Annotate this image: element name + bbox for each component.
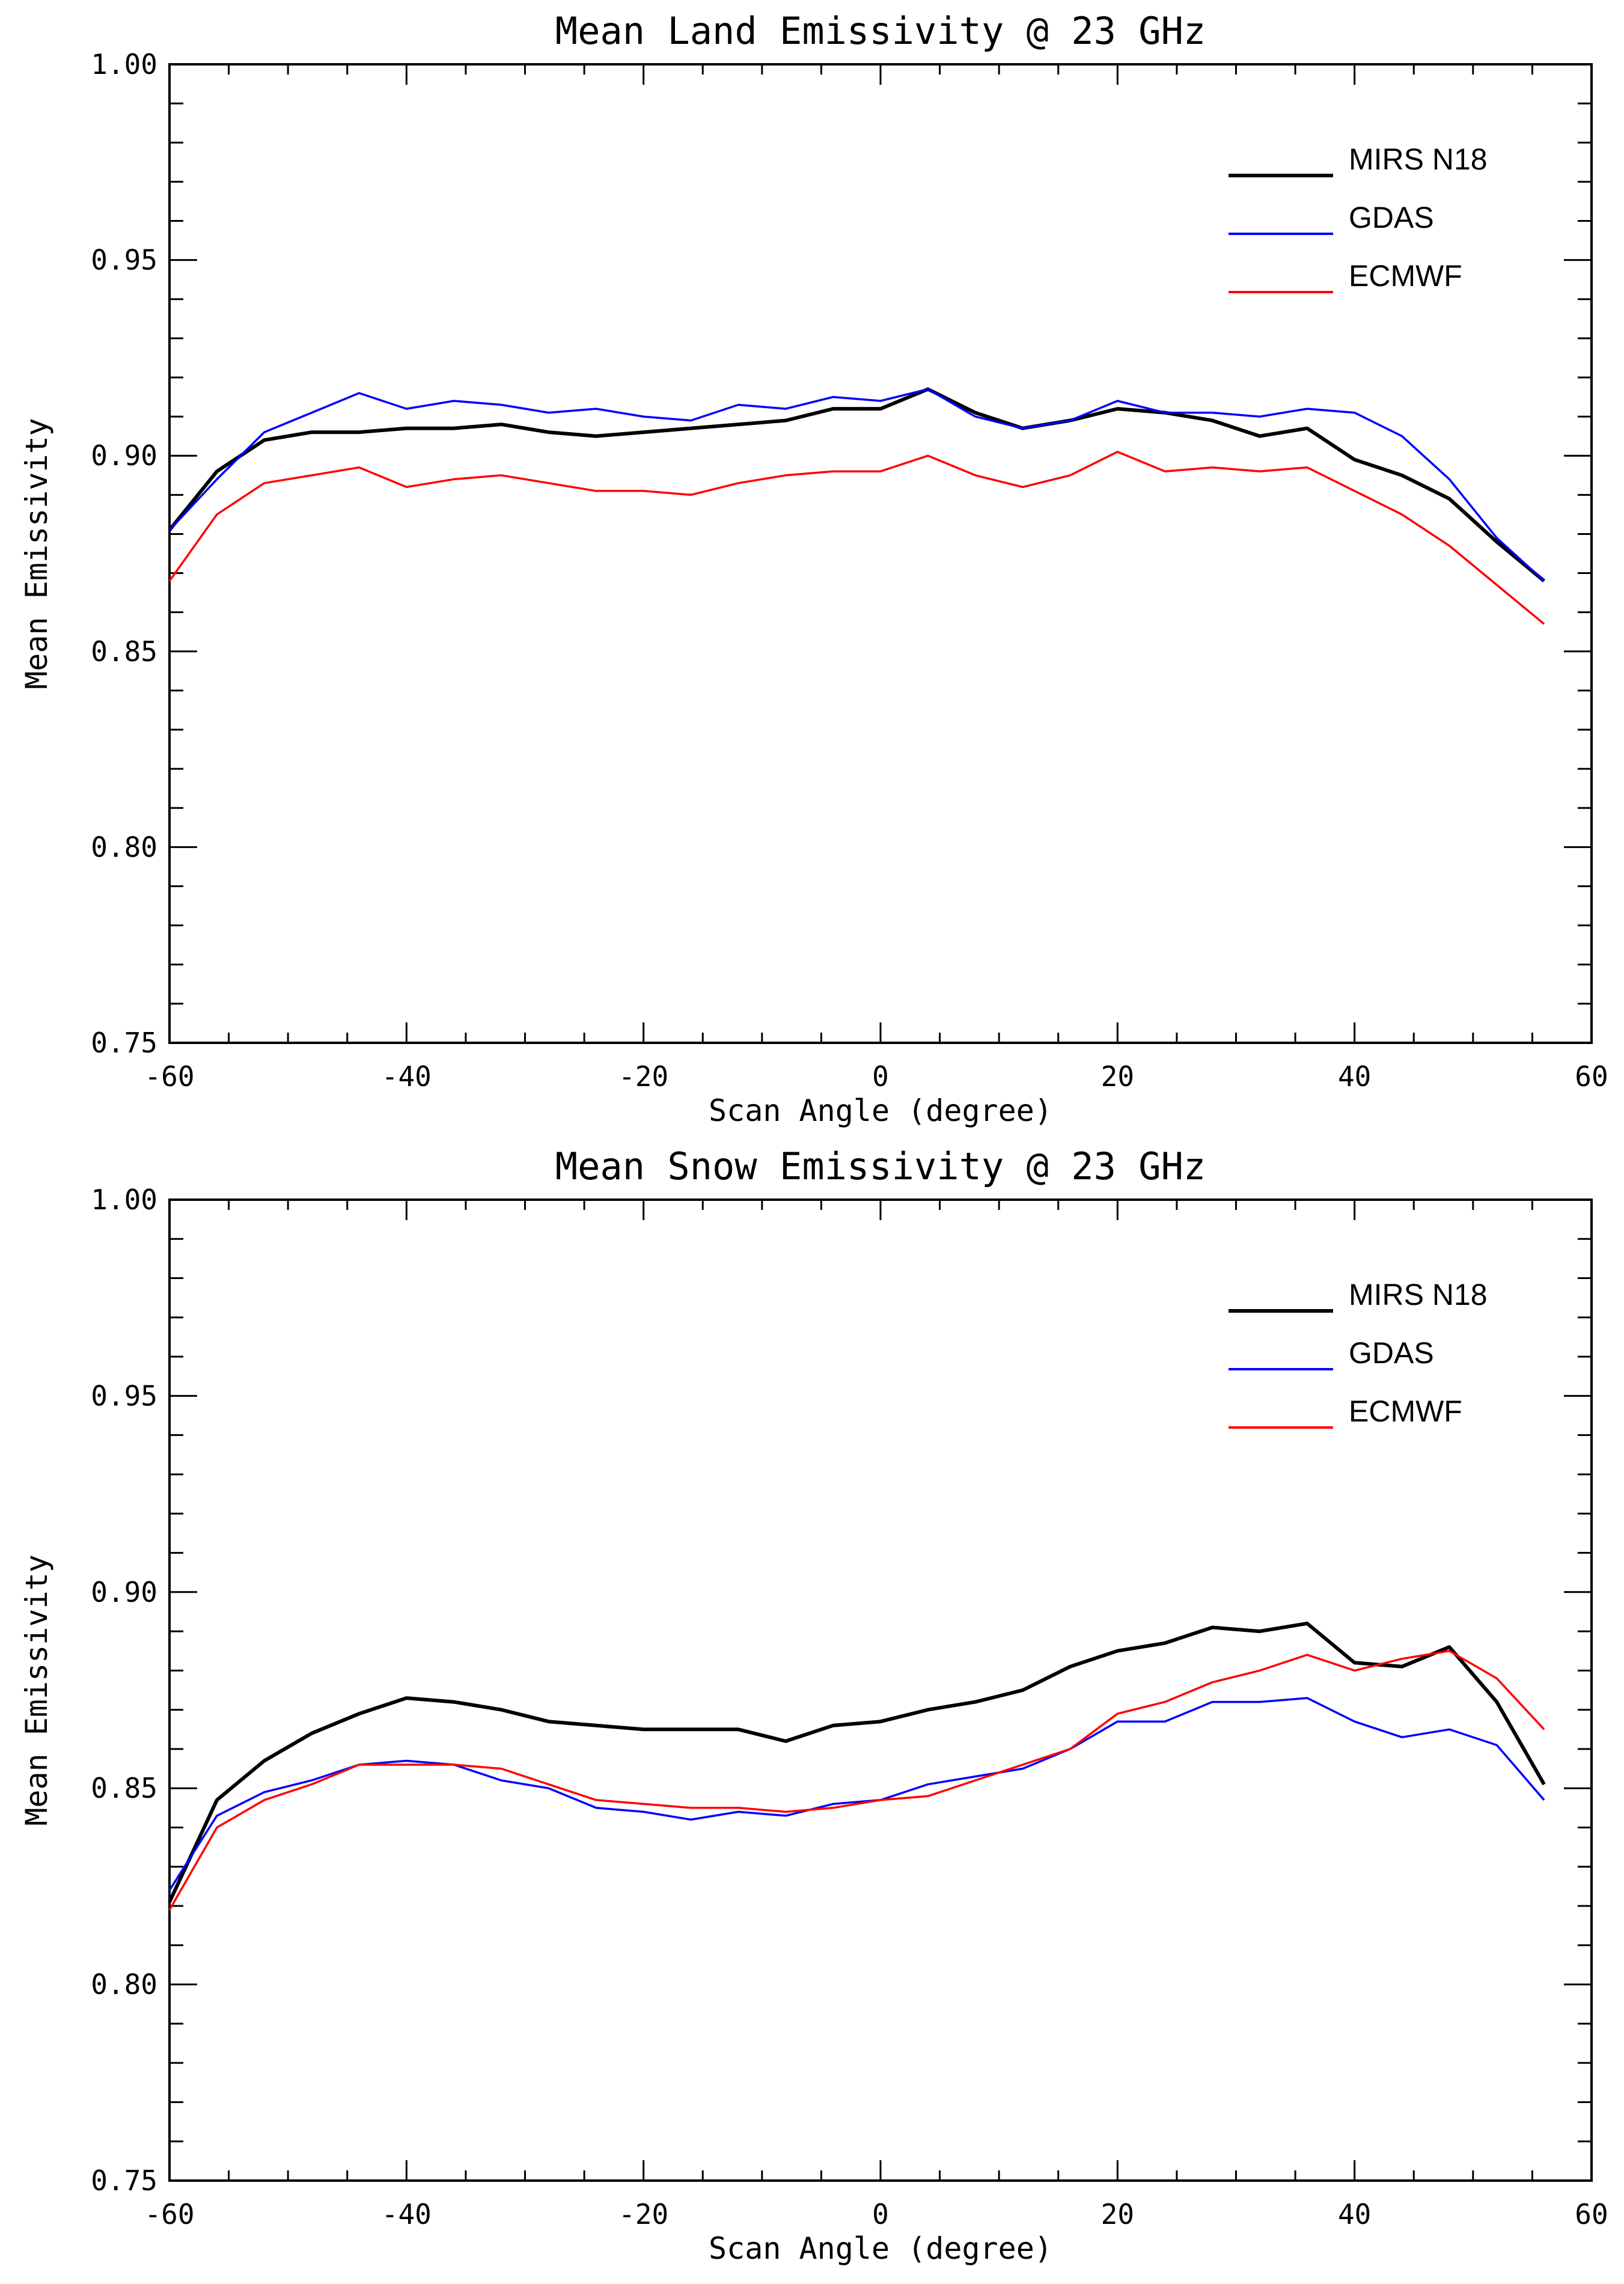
- snow-legend-mirs-n18-label: MIRS N18: [1349, 1278, 1488, 1311]
- snow-y-tick-label: 0.80: [91, 1968, 157, 2001]
- land-x-axis-label: Scan Angle (degree): [709, 1093, 1052, 1128]
- snow-series-mirs-n18-line: [168, 1622, 1546, 1903]
- snow-x-tick-label: 20: [1101, 2198, 1134, 2231]
- snow-emissivity-chart: Mean Snow Emissivity @ 23 GHz -60 -40 -20 0 2…: [19, 1144, 1608, 2266]
- land-legend-mirs-n18-label: MIRS N18: [1349, 142, 1488, 176]
- land-emissivity-chart: Mean Land Emissivity @ 23 GHz -60 -40 -20 0 2…: [19, 9, 1608, 1128]
- snow-series-gdas-line: [168, 1697, 1545, 1891]
- land-legend-ecmwf-label: ECMWF: [1349, 259, 1462, 293]
- land-y-tick-label: 1.00: [91, 48, 157, 81]
- land-series-gdas-line: [168, 388, 1545, 582]
- land-x-tick-label: -40: [382, 1060, 432, 1093]
- land-x-tick-label: 0: [872, 1060, 889, 1093]
- snow-x-tick-label: -40: [382, 2198, 432, 2231]
- snow-y-tick-label: 1.00: [91, 1183, 157, 1216]
- snow-y-tick-label: 0.75: [91, 2164, 157, 2197]
- land-y-tick-label: 0.80: [91, 831, 157, 863]
- land-y-tick-label: 0.95: [91, 244, 157, 276]
- land-y-tick-label: 0.75: [91, 1027, 157, 1059]
- snow-x-axis-label: Scan Angle (degree): [709, 2231, 1052, 2266]
- snow-series-ecmwf-line: [168, 1649, 1545, 1911]
- land-x-tick-label: 20: [1101, 1060, 1134, 1093]
- land-legend-gdas-label: GDAS: [1349, 201, 1434, 234]
- snow-y-tick-label: 0.90: [91, 1576, 157, 1608]
- snow-legend-ecmwf-label: ECMWF: [1349, 1394, 1462, 1428]
- land-y-axis-label: Mean Emissivity: [19, 418, 54, 689]
- snow-chart-title: Mean Snow Emissivity @ 23 GHz: [555, 1144, 1206, 1188]
- snow-y-axis-label: Mean Emissivity: [19, 1554, 54, 1826]
- snow-x-tick-label: 0: [872, 2198, 889, 2231]
- snow-x-tick-label: 60: [1575, 2198, 1608, 2231]
- snow-legend-gdas-label: GDAS: [1349, 1336, 1434, 1370]
- snow-x-tick-label: -60: [144, 2198, 194, 2231]
- land-series-ecmwf-line: [168, 450, 1545, 625]
- land-y-tick-label: 0.85: [91, 635, 157, 668]
- land-y-tick-label: 0.90: [91, 439, 157, 472]
- land-chart-title: Mean Land Emissivity @ 23 GHz: [555, 9, 1206, 53]
- snow-y-tick-label: 0.95: [91, 1379, 157, 1412]
- land-x-tick-label: -60: [144, 1060, 194, 1093]
- snow-x-tick-label: -20: [618, 2198, 668, 2231]
- land-x-tick-label: 60: [1575, 1060, 1608, 1093]
- land-x-tick-label: -20: [618, 1060, 668, 1093]
- snow-x-tick-label: 40: [1338, 2198, 1371, 2231]
- land-x-tick-label: 40: [1338, 1060, 1371, 1093]
- snow-y-tick-label: 0.85: [91, 1772, 157, 1804]
- land-series-mirs-n18-line: [168, 387, 1546, 582]
